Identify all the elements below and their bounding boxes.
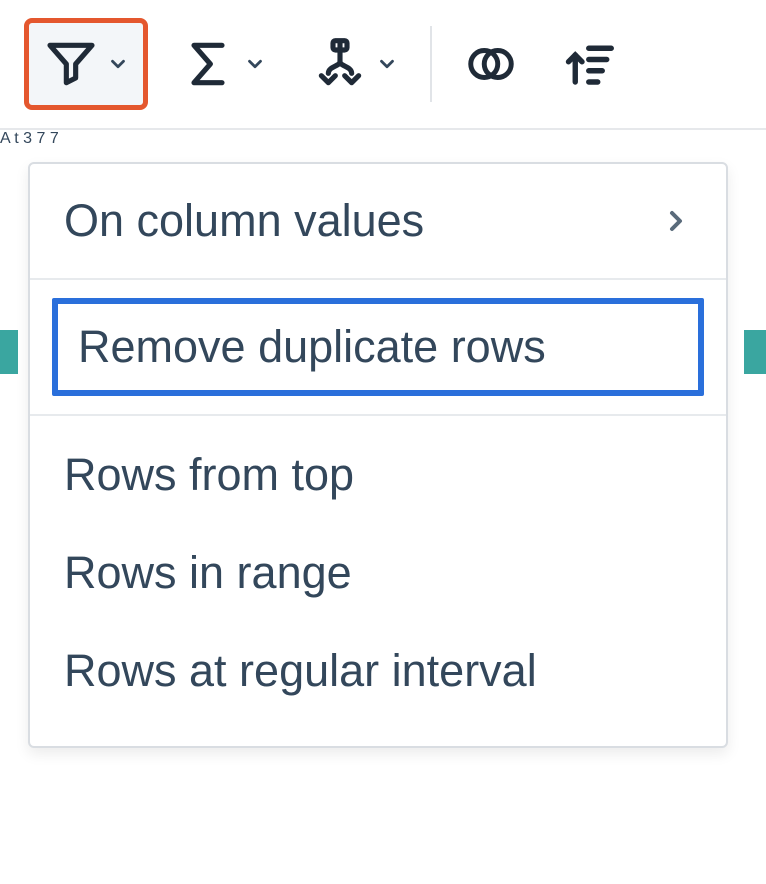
menu-item-remove-duplicate-rows[interactable]: Remove duplicate rows	[52, 298, 704, 396]
menu-group-rows: Rows from top Rows in range Rows at regu…	[30, 416, 726, 746]
sigma-icon	[180, 36, 236, 92]
toolbar	[0, 0, 766, 130]
join-button[interactable]	[450, 18, 532, 110]
teal-strip	[744, 330, 766, 374]
chevron-down-icon	[376, 53, 398, 75]
menu-item-label: Rows from top	[64, 448, 354, 502]
sort-icon	[564, 37, 618, 91]
menu-item-rows-from-top[interactable]: Rows from top	[30, 426, 726, 524]
menu-item-rows-at-regular-interval[interactable]: Rows at regular interval	[30, 622, 726, 720]
menu-separator	[30, 278, 726, 280]
chevron-down-icon	[107, 53, 129, 75]
background-letter: 7	[37, 130, 46, 147]
menu-item-on-column-values[interactable]: On column values	[30, 164, 726, 278]
background-letter: A	[0, 130, 10, 147]
teal-strip	[0, 330, 18, 374]
background-letter: 7	[50, 130, 59, 147]
aggregate-button[interactable]	[166, 18, 280, 110]
filter-button[interactable]	[24, 18, 148, 110]
filter-dropdown-menu: On column values Remove duplicate rows R…	[28, 162, 728, 748]
menu-item-rows-in-range[interactable]: Rows in range	[30, 524, 726, 622]
toolbar-divider	[430, 26, 432, 102]
group-button[interactable]	[298, 18, 412, 110]
funnel-icon	[43, 36, 99, 92]
chevron-down-icon	[244, 53, 266, 75]
chevron-right-icon	[660, 205, 692, 237]
menu-item-label: Remove duplicate rows	[78, 320, 546, 374]
background-letter: 3	[23, 130, 32, 147]
menu-item-label: Rows in range	[64, 546, 352, 600]
background-letter: t	[14, 130, 18, 147]
join-icon	[464, 37, 518, 91]
menu-item-label: Rows at regular interval	[64, 644, 537, 698]
menu-item-label: On column values	[64, 194, 424, 248]
sort-button[interactable]	[550, 18, 618, 110]
group-split-icon	[312, 36, 368, 92]
